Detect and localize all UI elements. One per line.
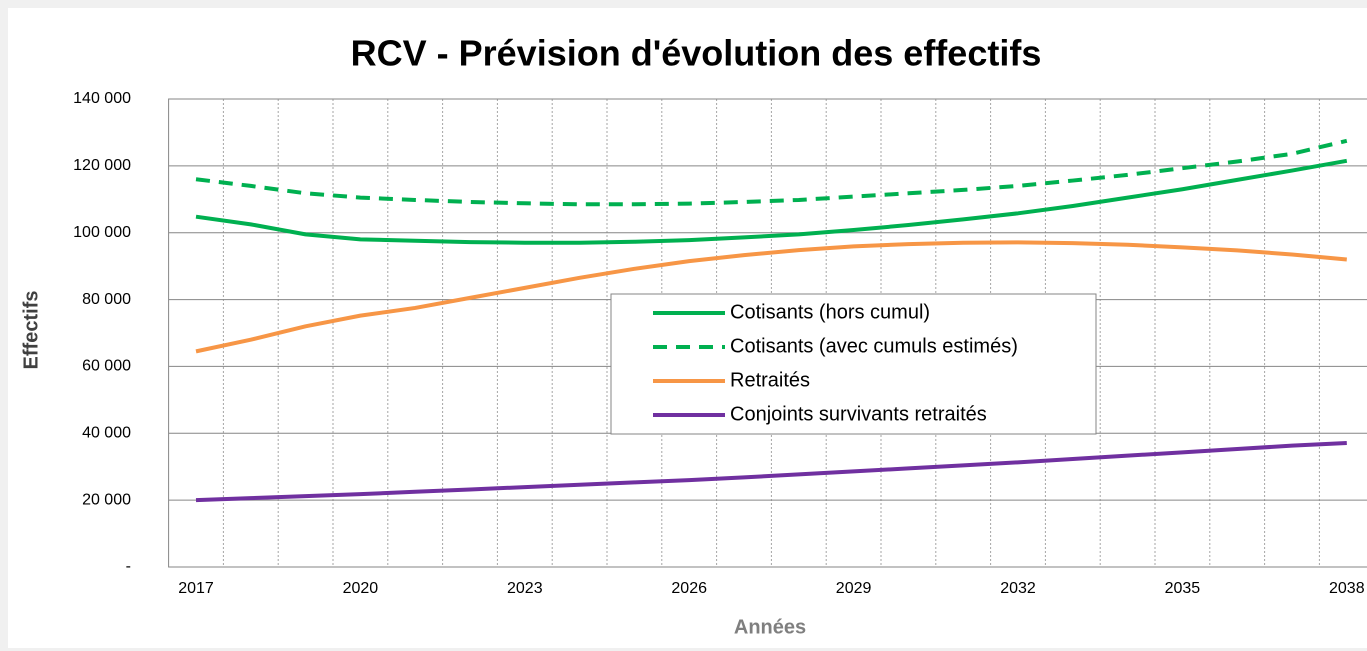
- legend-box: [610, 293, 1097, 435]
- x-tick-label: 2035: [1165, 580, 1201, 597]
- x-tick-label: 2023: [507, 580, 543, 597]
- legend-label: Conjoints survivants retraités: [730, 403, 987, 425]
- series-line: [195, 138, 1348, 207]
- legend-label: Cotisants (avec cumuls estimés): [730, 335, 1018, 357]
- y-tick-label: 120 000: [73, 157, 131, 174]
- legend-label: Retraités: [730, 369, 810, 391]
- y-axis-label: Effectifs: [20, 291, 42, 370]
- x-tick-label: 2026: [671, 580, 707, 597]
- legend-label: Cotisants (hors cumul): [730, 301, 930, 323]
- y-tick-label: 20 000: [82, 491, 131, 508]
- y-tick-label: 60 000: [82, 358, 131, 375]
- x-tick-label: 2032: [1000, 580, 1036, 597]
- series-line: [195, 158, 1348, 245]
- series-line: [195, 440, 1347, 503]
- x-tick-label: 2038: [1329, 580, 1365, 597]
- y-tick-label: -: [126, 558, 131, 575]
- x-axis-label: Années: [734, 616, 806, 638]
- chart-title: RCV - Prévision d'évolution des effectif…: [351, 33, 1042, 74]
- y-tick-label: 100 000: [73, 224, 131, 241]
- x-tick-label: 2020: [343, 580, 379, 597]
- x-tick-label: 2029: [836, 580, 872, 597]
- series-line: [195, 240, 1347, 354]
- x-tick-label: 2017: [178, 580, 214, 597]
- y-tick-label: 80 000: [82, 291, 131, 308]
- y-tick-label: 140 000: [73, 90, 131, 107]
- y-tick-label: 40 000: [82, 425, 131, 442]
- plot-border: [168, 98, 1367, 568]
